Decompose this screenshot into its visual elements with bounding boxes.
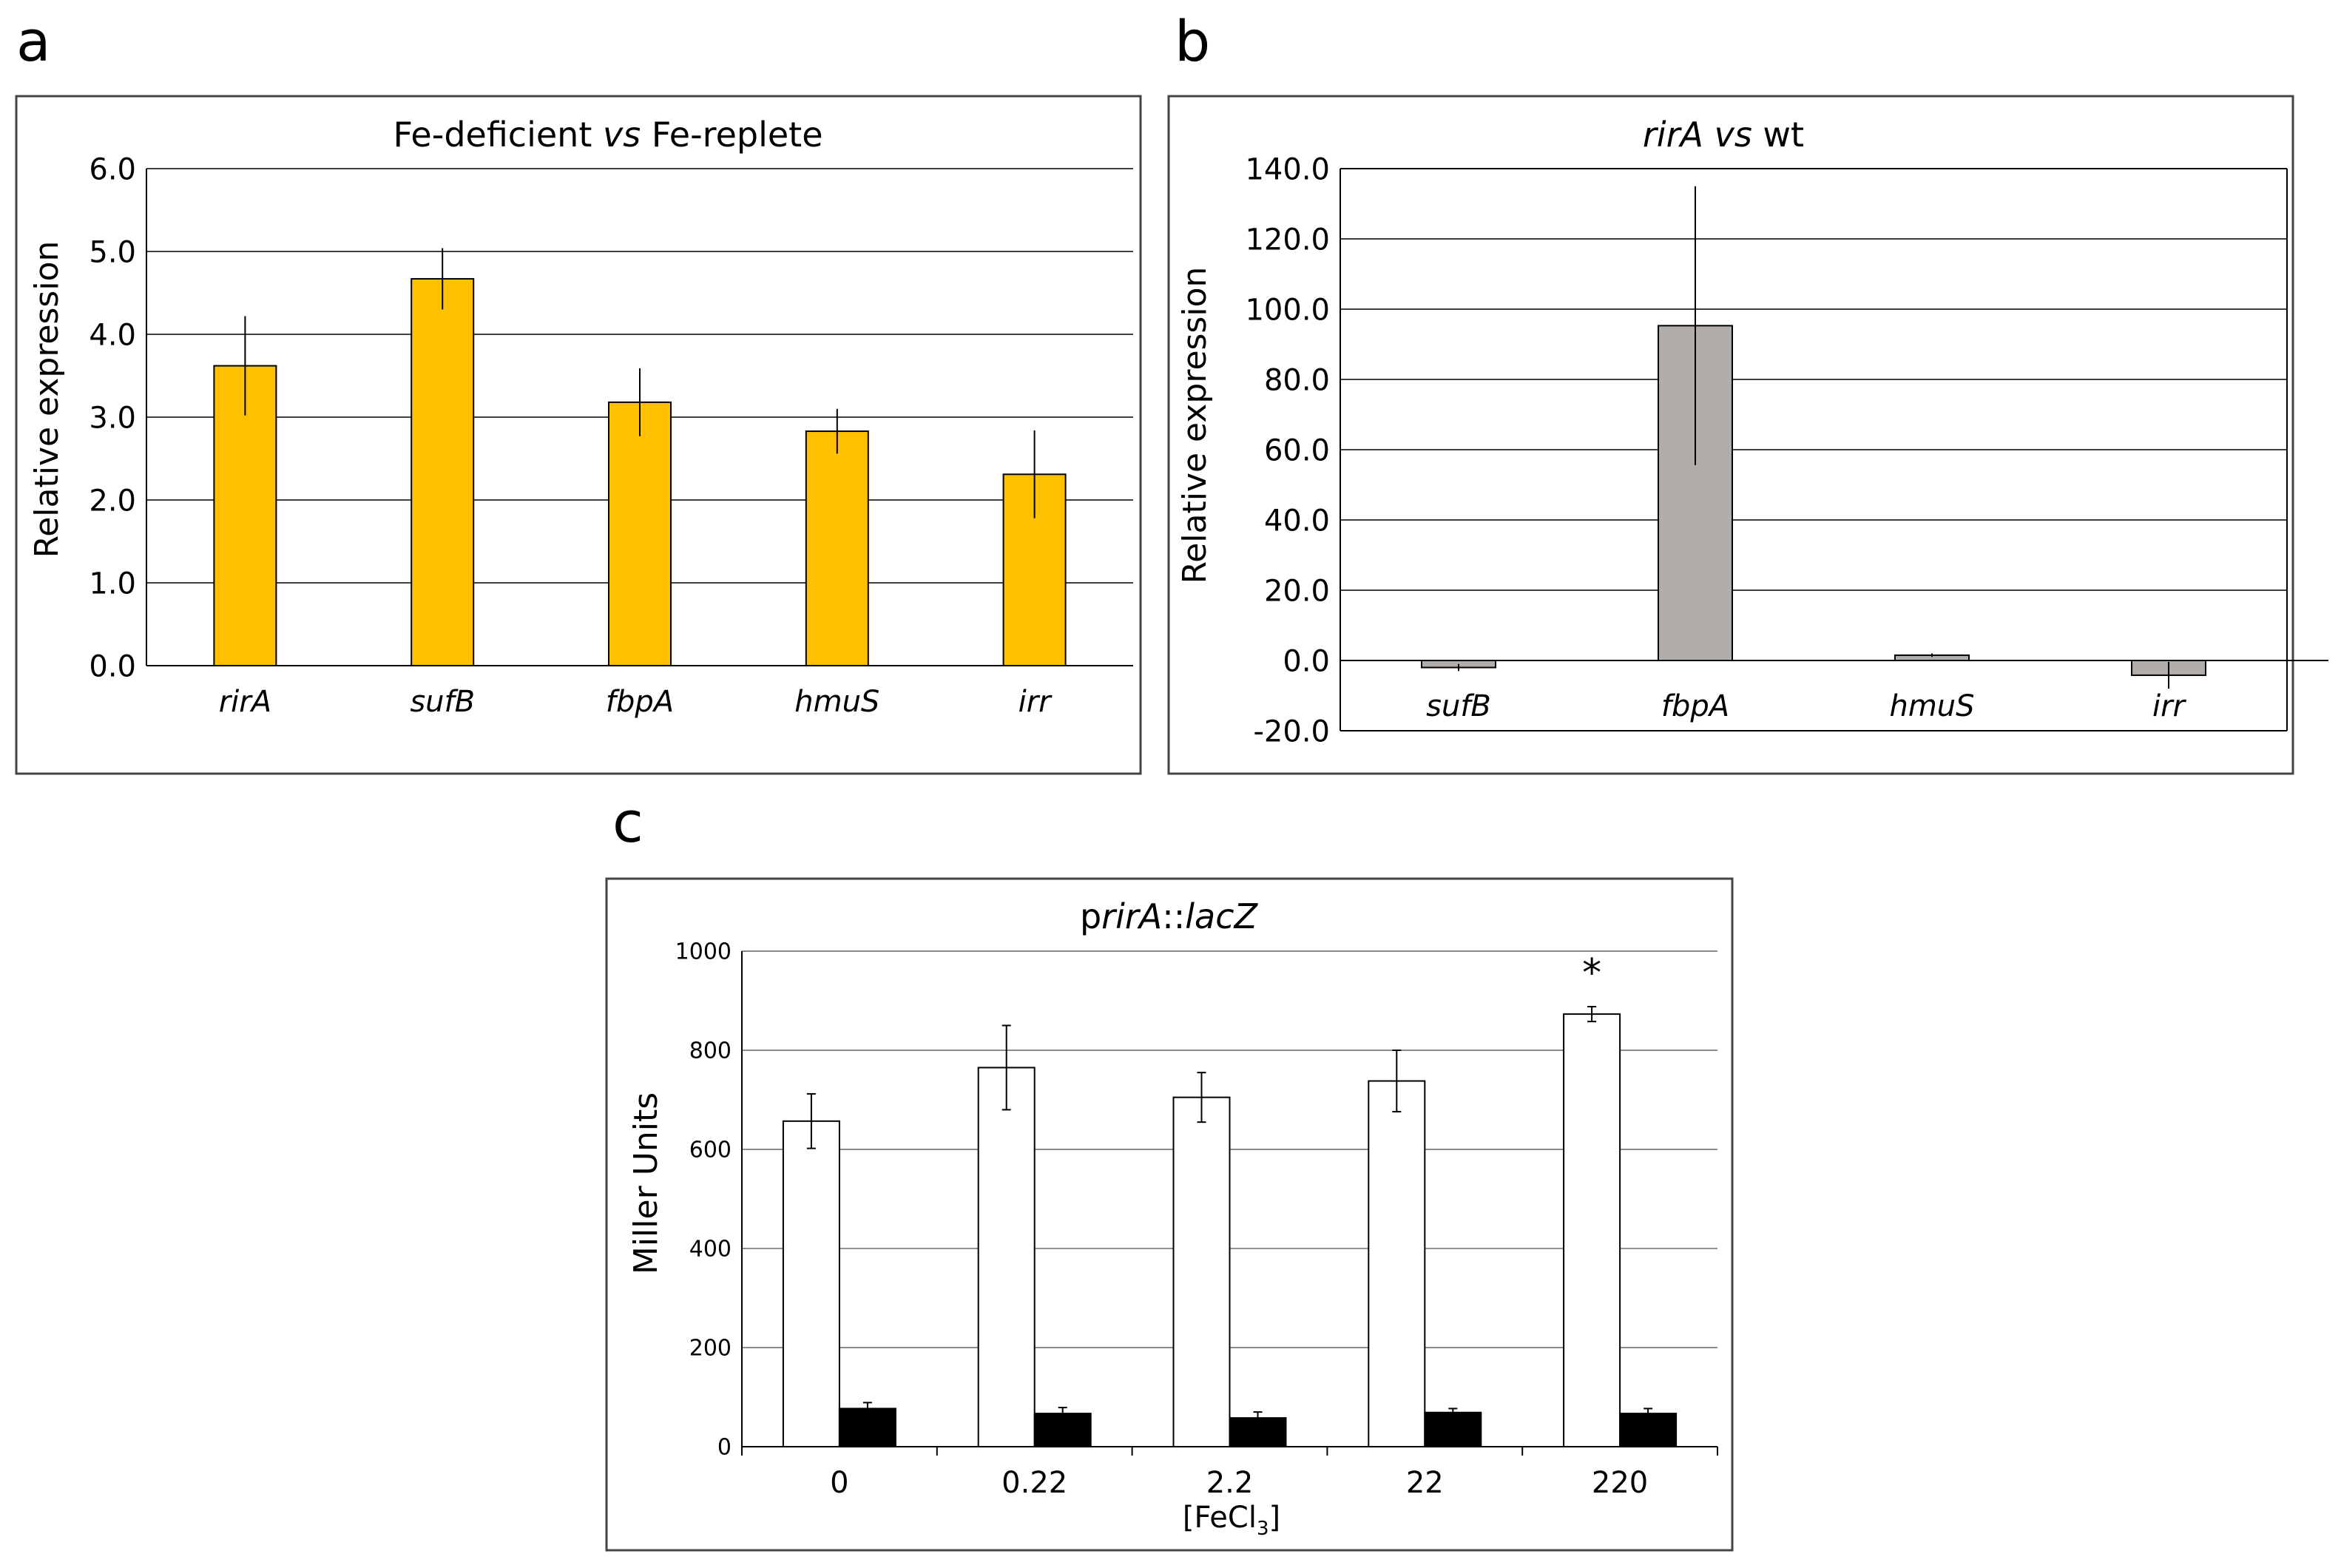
chart-a-bar bbox=[411, 277, 475, 666]
chart-c-xlabel-part-1: [FeCl bbox=[1183, 1501, 1257, 1535]
chart-b-ylabel: Relative expression bbox=[1176, 267, 1214, 584]
panel-a-frame bbox=[15, 95, 1142, 775]
chart-a-title: Fe-deficient vs Fe-replete bbox=[393, 115, 822, 155]
chart-a-ytick-label: 5.0 bbox=[89, 235, 136, 269]
chart-c-title-part-4: lacZ bbox=[1185, 896, 1258, 936]
chart-a-category-label: rirA bbox=[219, 685, 271, 719]
chart-c-xlabel: [FeCl3] bbox=[1183, 1501, 1280, 1540]
chart-c-ytick-label: 1000 bbox=[675, 939, 732, 965]
chart-a-ytick-label: 6.0 bbox=[89, 152, 136, 186]
chart-c-title-part-2: rirA bbox=[1101, 896, 1162, 936]
chart-b-category-label: sufB bbox=[1426, 689, 1491, 723]
chart-a-title-part-1: Fe-deficient bbox=[393, 115, 592, 155]
chart-b-ytick-label: 120.0 bbox=[1245, 223, 1330, 257]
chart-b-ytick-label: 60.0 bbox=[1264, 433, 1330, 467]
chart-a-category-label: sufB bbox=[410, 685, 475, 719]
chart-c-xlabel-part-3: ] bbox=[1269, 1501, 1281, 1535]
panel-letter-b: b bbox=[1175, 8, 1210, 74]
chart-c-ylabel: Miller Units bbox=[627, 1092, 665, 1274]
chart-a-bar bbox=[608, 401, 672, 667]
chart-a-ytick-label: 0.0 bbox=[89, 649, 136, 683]
chart-a-bar bbox=[213, 365, 277, 666]
chart-c-title-part-1: p bbox=[1080, 896, 1101, 936]
chart-panel-b: rirA vs wt Relative expression -20.0 0.0 2… bbox=[1176, 115, 2328, 748]
chart-c-category-label: 22 bbox=[1406, 1466, 1444, 1500]
chart-b-ytick-label: 40.0 bbox=[1264, 504, 1330, 538]
chart-b-ytick-label: 0.0 bbox=[1283, 644, 1330, 678]
chart-b-category-label: irr bbox=[2152, 689, 2187, 723]
chart-c-ytick-label: 200 bbox=[689, 1336, 732, 1362]
chart-c-bar bbox=[1563, 1013, 1621, 1447]
chart-b-ytick-label: 140.0 bbox=[1245, 152, 1330, 186]
chart-b-title-part-2: vs bbox=[1715, 115, 1752, 155]
chart-a-ytick-label: 2.0 bbox=[89, 484, 136, 518]
chart-b-title: rirA vs wt bbox=[1643, 115, 1804, 155]
chart-b-title-part-1: rirA bbox=[1643, 115, 1703, 155]
chart-a-category-label: irr bbox=[1019, 685, 1053, 719]
chart-c-category-label: 0.22 bbox=[1001, 1466, 1067, 1500]
panel-letter-c: c bbox=[612, 789, 643, 855]
chart-a-category-label: hmuS bbox=[794, 685, 879, 719]
chart-c-ytick-label: 0 bbox=[717, 1435, 732, 1461]
chart-a-ytick-label: 3.0 bbox=[89, 401, 136, 435]
chart-b-ytick-label: 100.0 bbox=[1245, 293, 1330, 327]
chart-c-category-label: 0 bbox=[830, 1466, 848, 1500]
chart-c-ytick-label: 600 bbox=[689, 1138, 732, 1163]
chart-c-significance-annotation: * bbox=[1582, 951, 1601, 996]
chart-a-ytick-label: 4.0 bbox=[89, 318, 136, 352]
chart-c-bar bbox=[782, 1120, 840, 1448]
chart-c-xlabel-subscript: 3 bbox=[1257, 1518, 1269, 1540]
chart-b-category-label: hmuS bbox=[1889, 689, 1974, 723]
chart-c-title-part-3: :: bbox=[1162, 896, 1185, 936]
chart-c-category-label: 2.2 bbox=[1206, 1466, 1254, 1500]
chart-c-bar bbox=[977, 1067, 1036, 1447]
chart-b-ytick-label: 20.0 bbox=[1264, 574, 1330, 608]
chart-c-bar bbox=[1368, 1080, 1426, 1448]
chart-panel-c: prirA::lacZ Miller Units [FeCl3] 0 200 400… bbox=[627, 896, 1718, 1540]
chart-b-ytick-label: -20.0 bbox=[1254, 714, 1331, 748]
chart-c-bar bbox=[1172, 1096, 1231, 1448]
chart-c-category-label: 220 bbox=[1592, 1466, 1648, 1500]
chart-a-title-part-3: Fe-replete bbox=[652, 115, 823, 155]
chart-panel-a: Fe-deficient vs Fe-replete Relative expr… bbox=[28, 115, 1133, 719]
chart-a-title-part-2: vs bbox=[603, 115, 641, 155]
chart-b-title-part-3: wt bbox=[1763, 115, 1804, 155]
chart-b-ytick-label: 80.0 bbox=[1264, 363, 1330, 397]
chart-c-title: prirA::lacZ bbox=[1080, 896, 1259, 936]
chart-a-ylabel: Relative expression bbox=[28, 241, 66, 558]
chart-a-ytick-label: 1.0 bbox=[89, 567, 136, 601]
chart-b-category-label: fbpA bbox=[1661, 689, 1729, 723]
panel-letter-a: a bbox=[16, 8, 51, 74]
chart-c-ytick-label: 400 bbox=[689, 1237, 732, 1263]
chart-c-bar bbox=[1424, 1411, 1482, 1448]
chart-c-ytick-label: 800 bbox=[689, 1038, 732, 1064]
chart-a-category-label: fbpA bbox=[606, 685, 674, 719]
chart-a-bar bbox=[805, 430, 869, 666]
